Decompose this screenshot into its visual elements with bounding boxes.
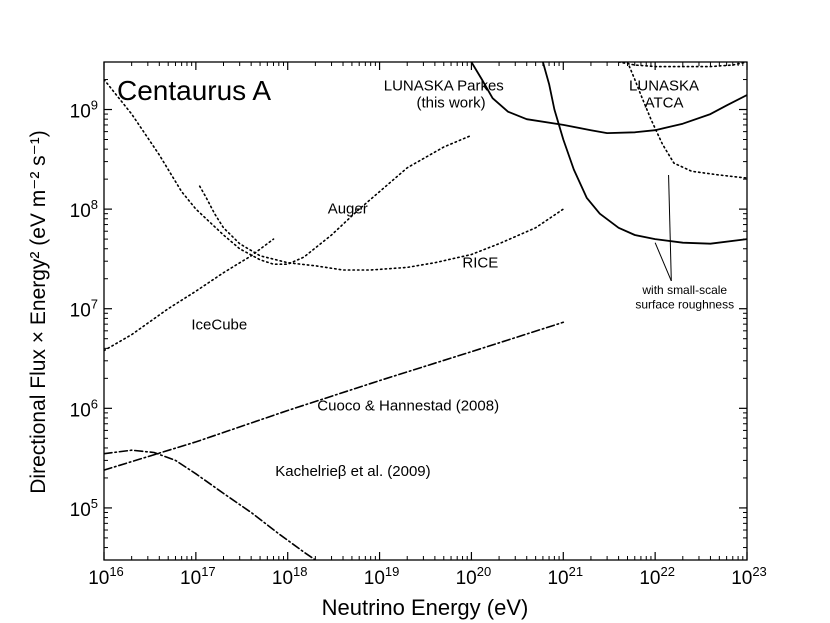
x-axis-label: Neutrino Energy (eV)	[322, 595, 529, 620]
y-tick-label: 109	[70, 98, 98, 123]
series-line-6	[198, 185, 565, 271]
annotation-label: RICE	[462, 254, 498, 271]
annotation-pointer	[668, 175, 672, 281]
y-tick-label: 106	[70, 396, 98, 421]
annotation-label: surface roughness	[635, 298, 734, 312]
x-tick-label: 1022	[639, 564, 675, 589]
annotation-label: Auger	[328, 201, 368, 218]
annotation-label: (this work)	[416, 94, 485, 111]
y-axis-label: Directional Flux × Energy² (eV m⁻² s⁻¹)	[27, 130, 50, 494]
series-line-1	[470, 62, 747, 134]
x-tick-label: 1018	[272, 564, 308, 589]
x-tick-label: 1016	[88, 564, 124, 589]
series-line-7	[104, 238, 275, 352]
annotation-label: with small-scale	[641, 283, 727, 297]
annotation-label: Cuoco & Hannestad (2008)	[317, 398, 499, 415]
ticks-group: 1016 1017 1018 1019 1020 1021 1022 1023 105 106 10…	[70, 61, 767, 589]
x-tick-label: 1021	[547, 564, 583, 589]
curves-group	[104, 62, 747, 560]
x-tick-label: 1019	[364, 564, 400, 589]
series-line-9	[104, 449, 317, 560]
y-tick-label: 107	[70, 297, 98, 322]
annotation-label: ATCA	[645, 94, 684, 111]
annotation-label: IceCube	[191, 316, 247, 333]
x-tick-label: 1020	[456, 564, 492, 589]
y-tick-label: 105	[70, 496, 98, 521]
series-line-4	[626, 62, 747, 179]
series-line-8	[104, 321, 565, 471]
chart-title: Centaurus A	[117, 75, 271, 106]
annotation-label: LUNASKA	[629, 78, 699, 95]
series-line-2	[542, 62, 747, 245]
plot-frame	[103, 61, 748, 561]
annotation-label: Kachelrieβ et al. (2009)	[275, 463, 430, 480]
annotation-label: LUNASKA Parkes	[384, 78, 504, 95]
x-tick-label: 1023	[731, 564, 767, 589]
x-tick-label: 1017	[180, 564, 216, 589]
y-tick-label: 108	[70, 197, 98, 222]
annotation-pointer	[654, 242, 672, 282]
series-line-5	[104, 78, 473, 265]
